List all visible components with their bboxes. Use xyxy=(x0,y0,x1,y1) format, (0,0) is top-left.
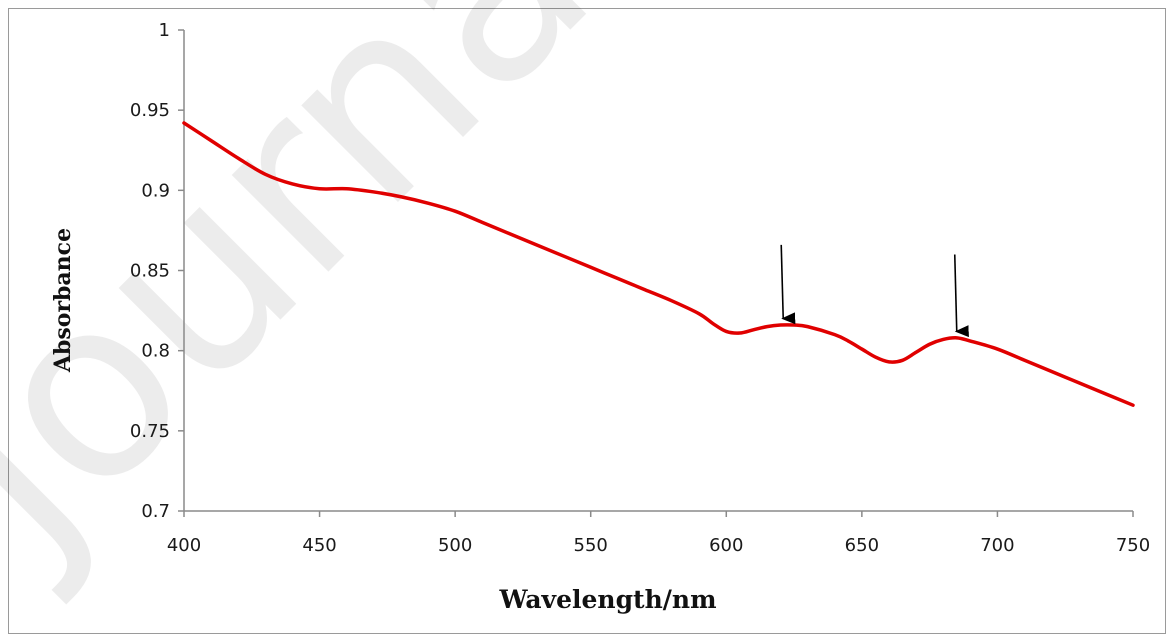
x-tick-label: 650 xyxy=(845,535,879,556)
y-tick-label: 1 xyxy=(159,20,170,41)
y-tick-label: 0.8 xyxy=(141,341,170,362)
absorbance-line xyxy=(182,121,1135,407)
x-tick-label: 500 xyxy=(438,535,472,556)
y-tick-label: 0.95 xyxy=(130,100,170,121)
x-tick-label: 700 xyxy=(980,535,1014,556)
watermark: Journal xyxy=(0,0,693,611)
x-tick-label: 550 xyxy=(574,535,608,556)
y-axis-title: Absorbance xyxy=(50,228,76,373)
annotations xyxy=(780,244,969,338)
x-tick-label: 600 xyxy=(709,535,743,556)
series xyxy=(182,121,1135,407)
y-tick-label: 0.85 xyxy=(130,261,170,282)
peak-arrow xyxy=(780,244,796,325)
x-tick-label: 400 xyxy=(167,535,201,556)
x-axis-title: Wavelength/nm xyxy=(498,585,716,614)
chart-frame xyxy=(8,8,1166,634)
x-tick-label: 750 xyxy=(1116,535,1150,556)
peak-arrow xyxy=(953,254,969,338)
y-tick-label: 0.75 xyxy=(130,421,170,442)
watermark-text: Journal xyxy=(0,0,693,611)
x-tick-label: 450 xyxy=(302,535,336,556)
y-tick-label: 0.9 xyxy=(141,180,170,201)
ticks: 0.7 0.75 0.8 0.85 0.9 0.95 1 400 450 500 550 600 650… xyxy=(130,20,1150,556)
y-tick-label: 0.7 xyxy=(141,501,170,522)
